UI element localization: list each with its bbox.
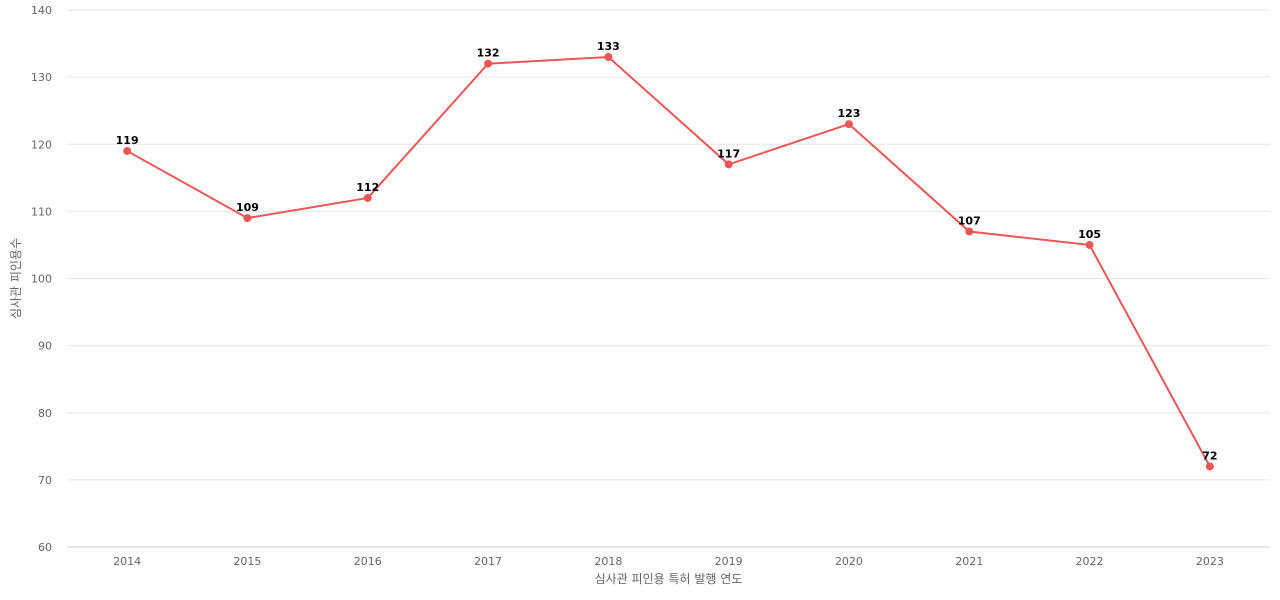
- x-axis-ticks: 2014 2015 2016 2017 2018 2019 2020 2021 2022 2023: [113, 555, 1224, 568]
- data-label: 105: [1078, 228, 1101, 241]
- data-point: [123, 146, 132, 155]
- y-tick-label: 100: [31, 273, 52, 286]
- x-tick-label: 2021: [955, 555, 983, 568]
- data-point: [604, 52, 613, 61]
- data-label: 109: [236, 201, 259, 214]
- data-label: 112: [356, 181, 379, 194]
- y-tick-label: 110: [31, 205, 52, 218]
- data-point: [1205, 462, 1214, 471]
- x-tick-label: 2017: [474, 555, 502, 568]
- y-tick-label: 70: [38, 474, 52, 487]
- data-label: 117: [717, 147, 740, 160]
- x-tick-label: 2018: [594, 555, 622, 568]
- x-tick-label: 2015: [233, 555, 261, 568]
- y-tick-label: 90: [38, 340, 52, 353]
- data-point: [724, 160, 733, 169]
- y-tick-label: 130: [31, 71, 52, 84]
- x-tick-label: 2022: [1076, 555, 1104, 568]
- x-tick-label: 2014: [113, 555, 141, 568]
- data-label: 119: [116, 134, 139, 147]
- y-axis-ticks: 60 70 80 90 100 110 120 130 140: [31, 4, 52, 554]
- x-tick-label: 2020: [835, 555, 863, 568]
- y-tick-label: 80: [38, 407, 52, 420]
- series-line: [126, 55, 1211, 467]
- y-tick-label: 60: [38, 541, 52, 554]
- y-tick-label: 140: [31, 4, 52, 17]
- data-label: 123: [837, 107, 860, 120]
- data-label: 132: [477, 47, 500, 60]
- data-label: 133: [597, 40, 620, 53]
- data-point: [484, 59, 493, 68]
- data-point: [965, 227, 974, 236]
- data-labels: 119 109 112 132 133 117 123 107 105 72: [116, 40, 1218, 462]
- x-axis-title: 심사관 피인용 특허 발행 연도: [595, 571, 743, 586]
- data-point: [1085, 240, 1094, 249]
- data-point: [844, 120, 853, 129]
- data-point: [363, 193, 372, 202]
- y-axis-title: 심사관 피인용수: [9, 238, 23, 319]
- grid-layer: [67, 9, 1270, 548]
- x-tick-label: 2023: [1196, 555, 1224, 568]
- data-label: 72: [1202, 449, 1217, 462]
- data-point: [243, 214, 252, 223]
- data-points: [123, 52, 1214, 471]
- data-label: 107: [958, 215, 981, 228]
- x-tick-label: 2019: [715, 555, 743, 568]
- x-tick-label: 2016: [354, 555, 382, 568]
- y-tick-label: 120: [31, 138, 52, 151]
